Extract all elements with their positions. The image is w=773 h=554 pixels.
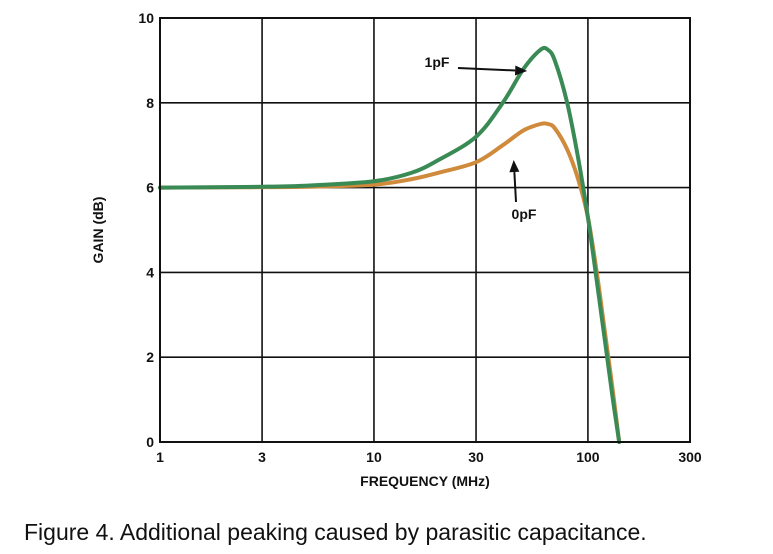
annotation-labels: 1pF 0pF <box>425 54 537 222</box>
y-tick-label: 2 <box>146 349 154 365</box>
annotation-arrowhead-0pF <box>509 160 520 173</box>
y-tick-label: 4 <box>146 264 154 280</box>
figure-caption: Figure 4. Additional peaking caused by p… <box>24 519 647 545</box>
x-tick-label: 1 <box>156 449 164 465</box>
plot-frame <box>159 17 691 443</box>
x-axis-label: FREQUENCY (MHz) <box>360 473 490 489</box>
annotation-label-0pF: 0pF <box>512 206 537 222</box>
x-tick-label: 30 <box>468 449 484 465</box>
x-tick-label: 3 <box>258 449 266 465</box>
x-tick-labels: 1 3 10 30 100 300 <box>156 449 702 465</box>
x-tick-label: 300 <box>678 449 702 465</box>
x-tick-label: 10 <box>366 449 382 465</box>
series-lines <box>158 45 622 444</box>
annotation-label-1pF: 1pF <box>425 54 450 70</box>
y-tick-label: 0 <box>146 434 154 450</box>
y-tick-label: 10 <box>138 10 154 26</box>
annotation-arrowhead-1pF <box>514 65 528 76</box>
gain-vs-frequency-chart: 1 3 10 30 100 300 0 2 4 6 8 10 FREQUENCY (MHz) GAI… <box>90 10 702 489</box>
annotation-arrows <box>457 65 528 203</box>
series-line-0pF <box>158 121 622 444</box>
y-axis-label: GAIN (dB) <box>90 197 106 264</box>
x-tick-label: 100 <box>576 449 600 465</box>
y-tick-label: 6 <box>146 180 154 196</box>
y-tick-labels: 0 2 4 6 8 10 <box>138 10 154 450</box>
annotation-arrow-1pF <box>457 67 516 72</box>
series-line-1pF <box>158 45 622 444</box>
y-tick-label: 8 <box>146 95 154 111</box>
annotation-arrow-0pF <box>513 171 517 203</box>
